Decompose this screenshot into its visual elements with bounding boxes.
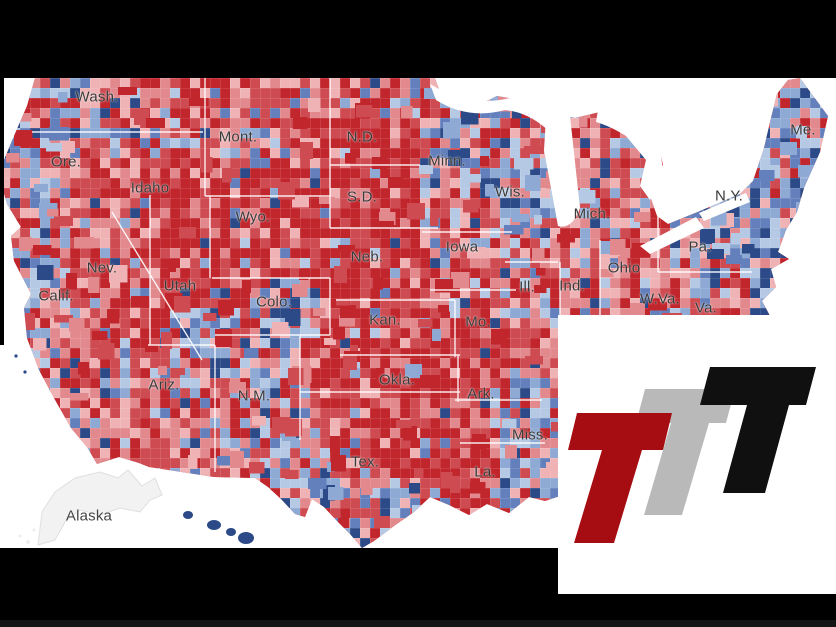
ttt-logo [568,367,816,543]
state-borders [32,78,752,472]
channel-island-dots [14,354,27,374]
lake-ontario [699,193,750,221]
letterbox-bottom-edge [0,620,836,627]
logo-letter-t-gray [636,389,735,515]
hawaii-island [207,520,221,530]
aleutian-dots [18,528,36,544]
lake-michigan [544,112,580,227]
hawaii-island [238,532,254,544]
hawaii-island [226,528,236,536]
logo-letter-t-black [700,367,816,493]
lake-superior [430,84,560,134]
lake-huron [596,110,664,200]
lake-erie [640,217,704,254]
logo-box [558,315,836,594]
hawaii-islands [183,511,254,544]
great-lakes [430,84,750,254]
hawaii-island [183,511,193,519]
letterbox-top-bar [0,0,836,78]
alaska-shape [37,469,163,546]
logo-letter-t-red [568,413,672,543]
letterbox-left-strip [0,0,4,345]
